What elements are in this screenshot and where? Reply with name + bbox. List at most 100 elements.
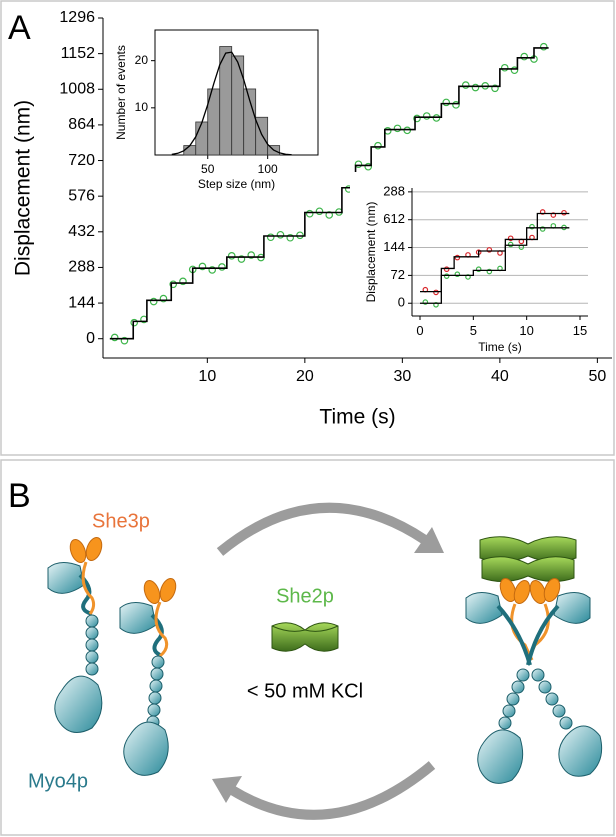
y-tick-label: 20 xyxy=(135,53,149,67)
data-point xyxy=(159,294,168,303)
she2p-label: She2p xyxy=(276,585,334,607)
histogram-bar xyxy=(231,55,245,156)
x-axis-title: Step size (nm) xyxy=(198,177,275,191)
x-tick-label: 40 xyxy=(491,368,509,385)
y-tick-label: 288 xyxy=(383,183,405,198)
y-tick-label: 10 xyxy=(135,100,149,114)
data-point xyxy=(475,266,482,273)
data-point xyxy=(305,209,314,218)
x-tick-label: 20 xyxy=(296,368,314,385)
data-point xyxy=(486,268,493,275)
bead xyxy=(498,716,512,730)
bead xyxy=(545,692,559,706)
she3p-head xyxy=(543,577,561,603)
data-point xyxy=(507,241,514,248)
x-tick-label: 50 xyxy=(588,368,606,385)
data-point xyxy=(454,271,461,278)
y-tick-label: 612 xyxy=(383,211,405,226)
y-tick-label: 0 xyxy=(398,295,405,310)
data-point xyxy=(561,209,567,216)
y-tick-label: 288 xyxy=(68,259,95,276)
x-tick-label: 5 xyxy=(470,323,477,338)
myosin-left xyxy=(47,536,103,733)
data-point xyxy=(529,223,535,230)
arrow-head xyxy=(414,527,444,553)
bead xyxy=(85,614,99,628)
she2p-dimer xyxy=(271,622,339,652)
data-point xyxy=(276,230,285,239)
data-point xyxy=(354,160,363,169)
she3p-head xyxy=(69,538,87,564)
bead xyxy=(147,703,161,717)
data-point xyxy=(465,274,471,280)
she3p-stalk xyxy=(154,601,169,658)
data-point xyxy=(120,336,129,345)
bead xyxy=(516,668,530,682)
cargo-domain xyxy=(54,675,103,733)
myosin-middle xyxy=(119,577,177,776)
data-point xyxy=(500,63,509,72)
she3p-head xyxy=(499,577,517,603)
data-point xyxy=(539,226,546,232)
y-tick-label: 432 xyxy=(68,223,95,240)
y-tick-label: 144 xyxy=(383,239,405,254)
line xyxy=(420,227,570,304)
she3p-label: She3p xyxy=(92,510,150,532)
complex xyxy=(465,536,603,784)
histogram-bar xyxy=(195,121,209,156)
bead xyxy=(150,667,164,681)
y-tick-label: 720 xyxy=(68,152,95,169)
data-point xyxy=(461,81,470,89)
histogram-bar xyxy=(183,145,197,156)
data-point xyxy=(433,301,439,308)
she3p-head xyxy=(513,579,531,605)
data-point xyxy=(510,66,519,75)
y-tick-label: 1296 xyxy=(59,9,95,26)
data-point xyxy=(208,266,217,274)
x-tick-label: 30 xyxy=(393,368,411,385)
x-tick-label: 50 xyxy=(201,162,215,176)
data-point xyxy=(286,233,295,242)
data-point xyxy=(374,141,382,150)
data-point xyxy=(442,98,451,107)
panel-label: A xyxy=(8,9,31,47)
x-tick-label: 10 xyxy=(198,368,216,385)
inset-background xyxy=(350,172,608,356)
data-point xyxy=(507,235,514,242)
bead xyxy=(506,692,520,706)
bead xyxy=(502,704,516,718)
data-point xyxy=(393,124,402,133)
cargo-domain xyxy=(558,725,603,777)
data-point xyxy=(520,52,529,61)
data-point xyxy=(452,101,460,109)
she3p-head xyxy=(159,577,177,603)
data-point xyxy=(149,297,158,306)
neck xyxy=(150,613,164,657)
data-point xyxy=(471,83,480,92)
bead xyxy=(149,679,163,693)
histogram-bar xyxy=(255,116,269,156)
she3p-stalk xyxy=(81,561,96,615)
x-tick-label: 100 xyxy=(258,162,278,176)
data-point xyxy=(491,84,499,93)
data-point xyxy=(454,254,461,261)
data-point xyxy=(413,114,421,123)
she3p-head xyxy=(143,579,161,605)
data-point xyxy=(443,266,450,273)
data-point xyxy=(422,299,429,305)
data-point xyxy=(486,247,493,253)
she3p-head xyxy=(85,536,103,562)
arrow xyxy=(229,761,436,820)
motor-head xyxy=(47,562,85,594)
data-point xyxy=(130,318,139,327)
x-tick-label: 15 xyxy=(573,323,587,338)
y-tick-label: 1152 xyxy=(61,45,96,62)
myo4p-label: Myo4p xyxy=(28,770,88,792)
arrow xyxy=(216,502,428,556)
bead xyxy=(148,691,162,705)
data-point xyxy=(169,280,178,289)
y-tick-label: 1008 xyxy=(59,80,95,97)
she2p xyxy=(271,622,339,652)
data-point xyxy=(247,251,256,259)
